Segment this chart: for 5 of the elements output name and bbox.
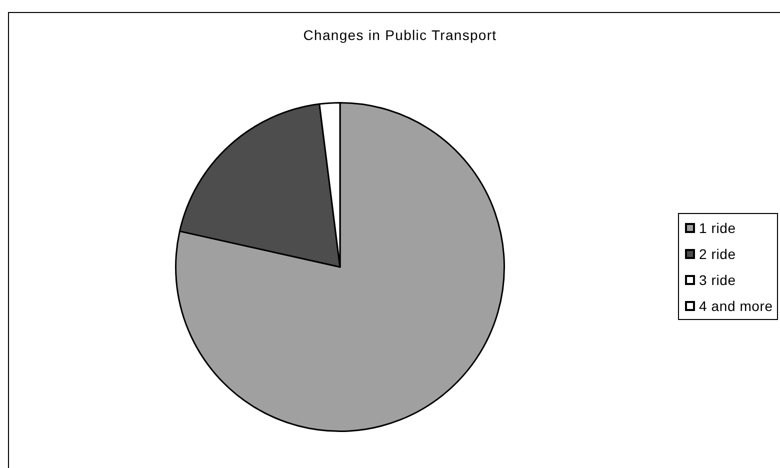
chart-title: Changes in Public Transport <box>302 27 498 43</box>
legend-label: 1 ride <box>699 220 736 236</box>
legend-label: 2 ride <box>699 246 736 262</box>
legend-label: 4 and more <box>699 298 773 314</box>
legend-label: 3 ride <box>699 272 736 288</box>
